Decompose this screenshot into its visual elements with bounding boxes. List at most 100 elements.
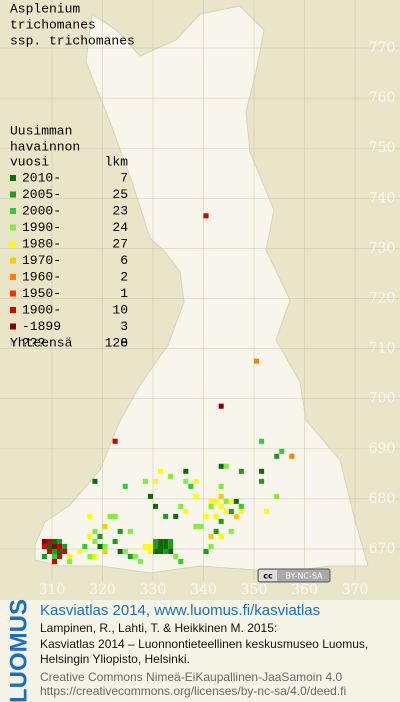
record-square xyxy=(107,513,113,519)
legend-swatch xyxy=(10,257,16,264)
legend-count: 10 xyxy=(112,302,128,317)
record-square xyxy=(67,553,73,560)
x-tick-label: 370 xyxy=(342,582,369,598)
record-square xyxy=(41,538,47,544)
record-square xyxy=(158,548,164,555)
record-square xyxy=(147,548,153,555)
record-square xyxy=(52,538,58,544)
legend-count: 7 xyxy=(120,170,128,185)
record-square xyxy=(112,513,118,519)
record-square xyxy=(46,538,52,544)
record-square xyxy=(102,543,108,549)
record-square xyxy=(92,553,98,560)
legend-label: 1950- xyxy=(22,286,61,301)
record-square xyxy=(92,478,98,484)
record-square xyxy=(57,548,63,555)
record-square xyxy=(183,478,189,484)
record-square xyxy=(117,528,123,534)
title-line: ssp. trichomanes xyxy=(10,33,135,48)
legend-count: 1 xyxy=(120,286,128,301)
record-square xyxy=(208,503,214,509)
record-square xyxy=(97,543,103,549)
record-square xyxy=(259,438,265,444)
legend-label: 2010- xyxy=(22,170,61,185)
legend-count: 3 xyxy=(120,319,128,334)
legend-count: 23 xyxy=(112,203,128,218)
logo: LUOMUS xyxy=(5,599,32,702)
record-square xyxy=(223,463,229,469)
record-square xyxy=(52,558,58,565)
record-square xyxy=(264,508,270,514)
record-square xyxy=(82,543,88,549)
record-square xyxy=(183,468,189,474)
record-square xyxy=(62,548,68,555)
legend-swatch xyxy=(10,175,16,181)
record-square xyxy=(223,498,229,504)
record-square xyxy=(163,543,169,549)
record-square xyxy=(87,553,93,560)
license-line: https://creativecommons.org/licenses/by-… xyxy=(40,684,346,698)
record-square xyxy=(132,553,138,560)
record-square xyxy=(208,533,214,539)
x-tick-label: 310 xyxy=(39,582,66,598)
record-square xyxy=(168,543,174,549)
record-square xyxy=(238,508,244,514)
record-square xyxy=(52,543,58,549)
record-square xyxy=(163,538,169,544)
record-square xyxy=(127,528,133,534)
record-square xyxy=(218,403,224,409)
legend-count: 24 xyxy=(112,220,128,235)
record-square xyxy=(153,543,159,549)
legend-label: 1960- xyxy=(22,269,61,284)
legend-swatch xyxy=(10,224,16,231)
total-count: 128 xyxy=(105,335,128,350)
record-square xyxy=(57,553,63,560)
record-square xyxy=(203,213,209,219)
legend-label: 1980- xyxy=(22,236,61,251)
record-square xyxy=(208,498,214,504)
legend-label: 2000- xyxy=(22,203,61,218)
record-square xyxy=(218,463,224,469)
record-square xyxy=(198,523,204,529)
record-square xyxy=(92,528,98,534)
record-square xyxy=(87,513,93,519)
record-square xyxy=(193,523,199,529)
legend-count: 2 xyxy=(120,269,128,284)
record-square xyxy=(188,483,194,489)
legend-header: Uusimman havainnon vuosi lkm xyxy=(10,123,128,169)
record-square xyxy=(158,468,164,474)
record-square xyxy=(254,358,260,364)
record-square xyxy=(218,518,224,524)
record-square xyxy=(46,543,52,549)
legend-count: 27 xyxy=(112,236,128,251)
legend-header-line: lkm xyxy=(105,154,129,169)
legend-swatch xyxy=(10,307,16,313)
legend-label: -1899 xyxy=(22,319,61,334)
record-square xyxy=(274,453,280,459)
record-square xyxy=(173,513,179,519)
record-square xyxy=(228,498,234,504)
record-square xyxy=(259,478,265,484)
x-tick-label: 320 xyxy=(89,582,116,598)
record-square xyxy=(168,473,174,479)
cc-badge: cc BY-NC-SA xyxy=(257,568,331,583)
y-tick-label: 710 xyxy=(369,341,396,357)
record-square xyxy=(163,548,169,555)
record-square xyxy=(203,548,209,555)
record-square xyxy=(178,558,184,565)
record-square xyxy=(41,553,47,560)
record-square xyxy=(52,548,58,555)
y-tick-label: 700 xyxy=(369,391,396,407)
citation-line: Helsingin Yliopisto, Helsinki. xyxy=(40,652,190,666)
record-square xyxy=(168,548,174,555)
record-square xyxy=(173,553,179,560)
record-square xyxy=(279,448,285,454)
y-tick-label: 720 xyxy=(369,291,396,307)
legend-swatch xyxy=(10,290,16,297)
record-square xyxy=(122,483,128,489)
y-tick-label: 690 xyxy=(369,441,396,457)
record-square xyxy=(92,538,98,544)
legend-swatch xyxy=(10,274,16,280)
total-label: Yhteensä xyxy=(10,335,73,350)
legend-label: 1990- xyxy=(22,220,61,235)
